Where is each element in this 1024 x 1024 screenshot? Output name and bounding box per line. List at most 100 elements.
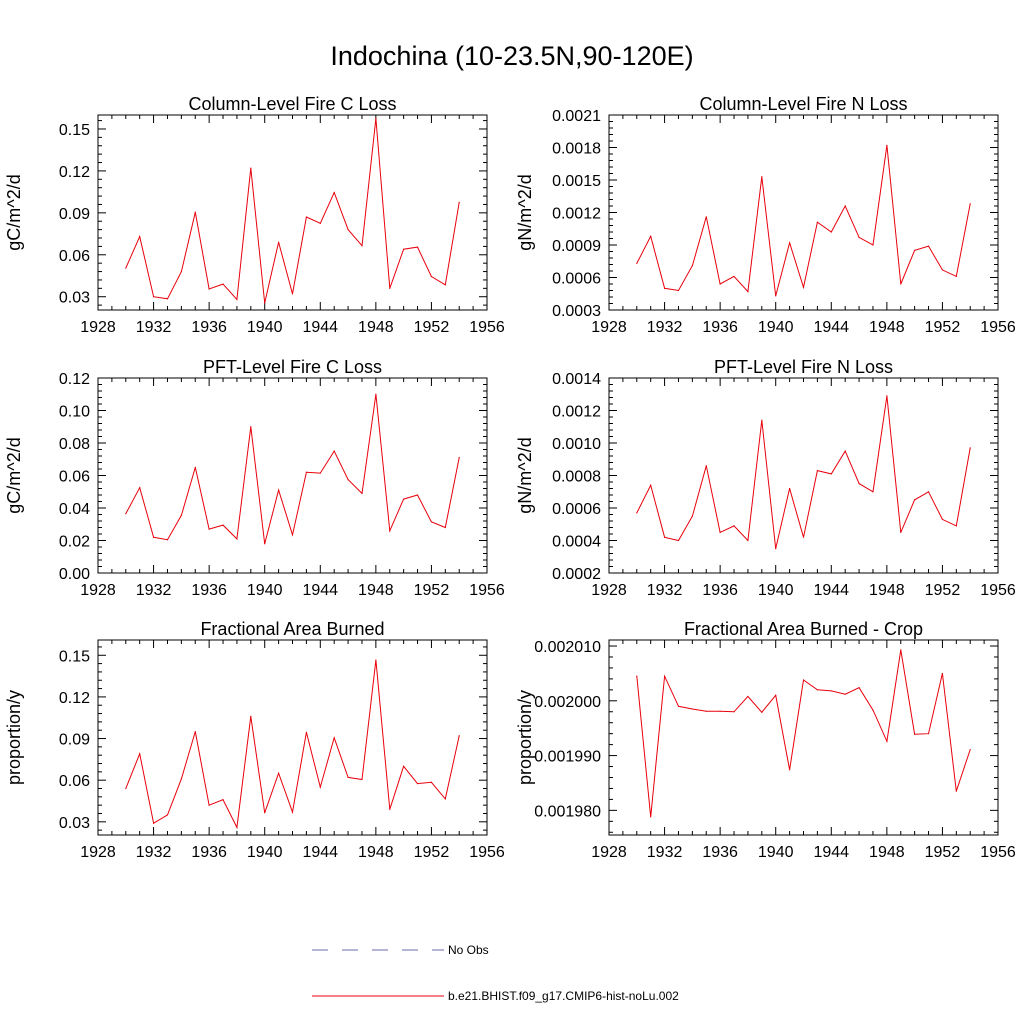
- x-tick-label: 1928: [80, 582, 116, 599]
- data-point: [305, 471, 307, 473]
- data-point: [733, 711, 735, 713]
- data-point: [166, 814, 169, 816]
- data-point: [278, 489, 280, 491]
- data-point: [719, 531, 721, 533]
- data-point: [444, 284, 446, 286]
- data-point: [636, 262, 638, 265]
- y-tick-label: 0.12: [59, 371, 90, 388]
- x-tick-label: 1948: [358, 319, 394, 336]
- data-point: [816, 470, 818, 472]
- data-point: [747, 539, 749, 542]
- x-tick-label: 1956: [980, 582, 1016, 599]
- data-point: [677, 705, 680, 707]
- y-tick-label: 0.0018: [552, 141, 601, 158]
- data-point: [430, 275, 433, 278]
- data-point: [900, 283, 902, 285]
- y-tick-label: 0.03: [59, 290, 90, 307]
- panel-title: Fractional Area Burned - Crop: [684, 619, 923, 639]
- data-point: [264, 302, 266, 304]
- data-point: [858, 483, 860, 485]
- y-tick-label: 0.002000: [534, 694, 601, 711]
- y-tick-label: 0.15: [59, 122, 90, 139]
- data-point: [844, 450, 846, 452]
- data-point: [278, 241, 280, 243]
- data-point: [194, 466, 196, 468]
- x-tick-label: 1944: [302, 844, 338, 861]
- data-point: [663, 536, 666, 538]
- data-point: [194, 211, 196, 213]
- y-tick-label: 0.0014: [552, 371, 601, 388]
- y-tick-label: 0.10: [59, 404, 90, 421]
- data-point: [319, 786, 321, 788]
- x-tick-label: 1940: [247, 582, 283, 599]
- data-point: [691, 708, 693, 710]
- data-point: [705, 216, 707, 218]
- data-point: [927, 245, 930, 247]
- data-point: [844, 693, 846, 695]
- data-point: [208, 528, 210, 530]
- data-point: [677, 289, 680, 292]
- x-tick-label: 1940: [758, 582, 794, 599]
- data-point: [250, 715, 252, 717]
- y-tick-label: 0.03: [59, 815, 90, 832]
- data-point: [719, 710, 721, 712]
- data-point: [789, 487, 791, 490]
- y-tick-label: 0.0004: [552, 534, 601, 551]
- data-point: [677, 539, 680, 542]
- data-point: [941, 269, 944, 271]
- data-point: [250, 426, 252, 428]
- data-point: [139, 487, 141, 489]
- x-tick-label: 1944: [813, 582, 849, 599]
- data-point: [444, 798, 446, 800]
- data-point: [389, 287, 391, 289]
- data-point: [733, 525, 735, 527]
- data-point: [747, 695, 749, 698]
- y-tick-label: 0.002010: [534, 639, 601, 656]
- data-point: [969, 203, 971, 205]
- data-point: [236, 826, 238, 828]
- x-tick-label: 1956: [469, 844, 505, 861]
- data-point: [264, 812, 266, 814]
- data-point: [222, 524, 224, 526]
- x-tick-label: 1932: [136, 582, 172, 599]
- data-point: [927, 491, 930, 493]
- y-tick-label: 0.0021: [552, 108, 601, 125]
- data-point: [180, 270, 182, 273]
- plot-frame: [608, 377, 999, 574]
- legend: No Obs b.e21.BHIST.f09_g17.CMIP6-hist-noL…: [312, 943, 679, 1003]
- data-point: [180, 514, 182, 516]
- data-point: [208, 804, 210, 806]
- data-point: [636, 675, 638, 677]
- panel-title: PFT-Level Fire C Loss: [203, 357, 382, 377]
- y-tick-label: 0.06: [59, 469, 90, 486]
- data-point: [125, 267, 127, 269]
- data-point: [305, 216, 307, 218]
- panel-1: Column-Level Fire C Loss 1928 1932 1936 1940…: [4, 94, 505, 336]
- data-point: [361, 492, 363, 494]
- data-point: [319, 472, 321, 474]
- data-point: [844, 205, 846, 207]
- data-point: [416, 783, 419, 785]
- data-point: [375, 393, 377, 395]
- data-point: [403, 498, 405, 500]
- data-point: [900, 531, 902, 533]
- data-point: [816, 689, 818, 691]
- x-tick-label: 1952: [925, 319, 961, 336]
- data-point: [278, 772, 280, 774]
- series-line: [636, 395, 971, 549]
- y-tick-label: 0.0015: [552, 173, 601, 190]
- data-point: [347, 776, 349, 779]
- panel-3: PFT-Level Fire C Loss 1928 1932 1936 1940 194…: [4, 357, 505, 599]
- y-tick-label: 0.12: [59, 164, 90, 181]
- data-point: [236, 298, 238, 301]
- y-axis-label: gN/m^2/d: [515, 437, 535, 513]
- series-line: [636, 649, 971, 817]
- x-tick-label: 1928: [80, 319, 116, 336]
- data-point: [789, 769, 791, 771]
- plot-frame: [608, 114, 999, 311]
- data-point: [719, 283, 721, 285]
- x-tick-label: 1940: [758, 844, 794, 861]
- series-line: [125, 118, 460, 304]
- data-point: [333, 191, 335, 194]
